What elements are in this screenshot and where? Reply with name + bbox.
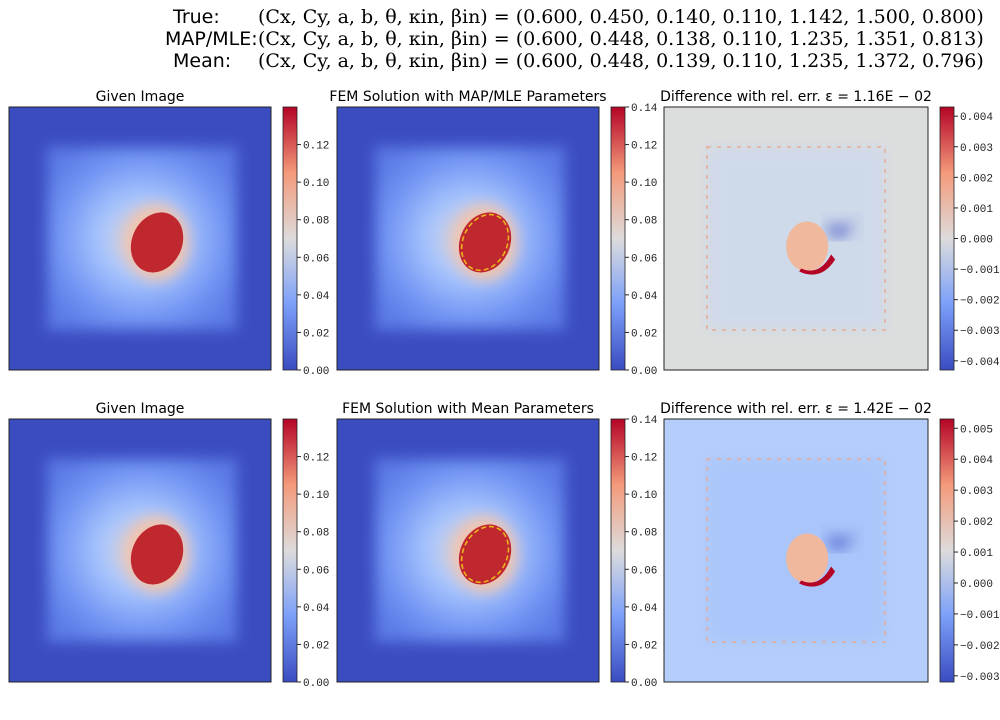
colorbar-gradient bbox=[282, 106, 298, 371]
colorbar-6: −0.003 −0.002 −0.001 0.000 0.001 0.002 0.003 0.… bbox=[939, 418, 1000, 684]
colorbar-tick-label: 0.02 bbox=[303, 328, 329, 340]
colorbar-tick-label: 0.10 bbox=[631, 178, 657, 190]
colorbar-gradient bbox=[610, 106, 626, 371]
heatmap-inclusion bbox=[130, 212, 184, 273]
colorbar-tick-label: 0.10 bbox=[303, 178, 329, 190]
colorbar-tick-label: 0.08 bbox=[303, 216, 329, 228]
colorbar-2: 0.00 0.02 0.04 0.06 0.08 0.10 0.12 0.14 bbox=[610, 103, 658, 378]
colorbar-tick-label: −0.003 bbox=[960, 672, 1000, 684]
colorbar-4: 0.00 0.02 0.04 0.06 0.08 0.10 0.12 bbox=[282, 418, 330, 690]
colorbar-1: 0.00 0.02 0.04 0.06 0.08 0.10 0.12 bbox=[282, 106, 330, 378]
colorbar-tick-label: 0.14 bbox=[631, 415, 658, 427]
colorbar-tick-label: 0.02 bbox=[631, 328, 657, 340]
heatmap-panel-2: FEM Solution with MAP/MLE Parameters0.00… bbox=[329, 89, 657, 378]
heatmap-frame bbox=[663, 418, 929, 683]
colorbar-tick-label: 0.00 bbox=[303, 366, 329, 378]
colorbar-tick-label: 0.001 bbox=[960, 204, 993, 216]
colorbar-tick-label: 0.06 bbox=[303, 253, 329, 265]
colorbar-3: −0.004 −0.003 −0.002 −0.001 0.000 0.001 0.002 0… bbox=[939, 106, 1000, 371]
colorbar-tick-label: 0.00 bbox=[631, 678, 657, 690]
colorbar-tick-label: 0.06 bbox=[631, 565, 657, 577]
colorbar-tick-label: 0.00 bbox=[303, 678, 329, 690]
estimated-ellipse-outline bbox=[460, 213, 510, 272]
colorbar-tick-label: 0.005 bbox=[960, 424, 993, 436]
colorbar-tick-label: 0.08 bbox=[631, 216, 657, 228]
difference-peak-arc bbox=[799, 254, 836, 275]
header-equation-mean: (Cx, Cy, a, b, θ, κin, βin) = (0.600, 0.… bbox=[258, 50, 984, 72]
colorbar-gradient bbox=[939, 418, 955, 683]
colorbar-tick-label: 0.002 bbox=[960, 173, 993, 185]
colorbar-gradient bbox=[282, 418, 298, 683]
colorbar-tick-label: 0.04 bbox=[303, 603, 330, 615]
panel-title-3: Difference with rel. err. ε = 1.16E − 02 bbox=[660, 89, 932, 105]
heatmap-frame bbox=[8, 418, 272, 683]
panel-title-5: FEM Solution with Mean Parameters bbox=[342, 401, 594, 417]
colorbar-tick-label: 0.04 bbox=[303, 291, 330, 303]
header-equation-true: (Cx, Cy, a, b, θ, κin, βin) = (0.600, 0.… bbox=[258, 6, 984, 28]
colorbar-tick-label: −0.002 bbox=[960, 296, 1000, 308]
heatmap-inclusion bbox=[458, 524, 512, 585]
colorbar-tick-label: −0.001 bbox=[960, 265, 1000, 277]
colorbar-tick-label: 0.002 bbox=[960, 517, 993, 529]
colorbar-tick-label: 0.12 bbox=[303, 453, 329, 465]
colorbar-tick-label: 0.12 bbox=[303, 141, 329, 153]
heatmap-frame bbox=[8, 106, 272, 371]
colorbar-tick-label: 0.000 bbox=[960, 579, 993, 591]
colorbar-tick-label: 0.02 bbox=[631, 640, 657, 652]
heatmap-inclusion bbox=[458, 212, 512, 273]
panel-title-1: Given Image bbox=[96, 89, 185, 105]
heatmap-panel-4: Given Image 0.00 0.02 0.04 0.06 0.08 0.10 0.12 bbox=[8, 401, 330, 690]
header-label-mean: Mean: bbox=[173, 50, 232, 72]
colorbar-tick-label: 0.04 bbox=[631, 603, 658, 615]
difference-boundary-artifacts bbox=[706, 146, 886, 331]
header-equation-map-mle: (Cx, Cy, a, b, θ, κin, βin) = (0.600, 0.… bbox=[258, 28, 984, 50]
heatmap-panel-3: Difference with rel. err. ε = 1.16E − 02… bbox=[660, 89, 1000, 371]
header-label-map-mle: MAP/MLE: bbox=[165, 28, 258, 50]
header-label-true: True: bbox=[173, 6, 220, 28]
heatmap-frame bbox=[336, 106, 600, 371]
colorbar-tick-label: 0.10 bbox=[303, 490, 329, 502]
colorbar-tick-label: 0.003 bbox=[960, 486, 993, 498]
colorbar-tick-label: 0.001 bbox=[960, 548, 993, 560]
difference-negative-lobe bbox=[827, 216, 858, 238]
colorbar-tick-label: −0.004 bbox=[960, 357, 1000, 369]
difference-boundary-artifacts bbox=[706, 458, 886, 643]
heatmap-panel-6: Difference with rel. err. ε = 1.42E − 02… bbox=[660, 401, 1000, 684]
difference-negative-lobe bbox=[827, 528, 858, 550]
colorbar-gradient bbox=[610, 418, 626, 683]
heatmap-inclusion bbox=[130, 524, 184, 585]
panel-title-4: Given Image bbox=[96, 401, 185, 417]
difference-positive-region bbox=[786, 221, 829, 272]
difference-peak-arc bbox=[799, 566, 836, 587]
panel-title-6: Difference with rel. err. ε = 1.42E − 02 bbox=[660, 401, 932, 417]
colorbar-tick-label: 0.004 bbox=[960, 455, 993, 467]
colorbar-tick-label: −0.002 bbox=[960, 641, 1000, 653]
colorbar-tick-label: 0.06 bbox=[631, 253, 657, 265]
colorbar-tick-label: 0.12 bbox=[631, 141, 657, 153]
colorbar-tick-label: 0.003 bbox=[960, 143, 993, 155]
heatmap-frame bbox=[663, 106, 929, 371]
colorbar-tick-label: 0.004 bbox=[960, 112, 993, 124]
colorbar-tick-label: 0.08 bbox=[303, 528, 329, 540]
heatmap-frame bbox=[336, 418, 600, 683]
estimated-ellipse-outline bbox=[460, 525, 510, 584]
heatmap-panel-1: Given Image 0.00 0.02 0.04 0.06 0.08 0.10 0.12 bbox=[8, 89, 330, 378]
colorbar-tick-label: 0.08 bbox=[631, 528, 657, 540]
difference-positive-region bbox=[786, 533, 829, 584]
colorbar-tick-label: 0.10 bbox=[631, 490, 657, 502]
heatmap-panel-5: FEM Solution with Mean Parameters0.000.0… bbox=[336, 401, 658, 690]
colorbar-tick-label: 0.04 bbox=[631, 291, 658, 303]
colorbar-5: 0.00 0.02 0.04 0.06 0.08 0.10 0.12 0.14 bbox=[610, 415, 658, 690]
colorbar-tick-label: 0.02 bbox=[303, 640, 329, 652]
colorbar-tick-label: 0.06 bbox=[303, 565, 329, 577]
colorbar-gradient bbox=[939, 106, 955, 371]
colorbar-tick-label: −0.003 bbox=[960, 326, 1000, 338]
colorbar-tick-label: 0.00 bbox=[631, 366, 657, 378]
colorbar-tick-label: 0.000 bbox=[960, 235, 993, 247]
colorbar-tick-label: 0.14 bbox=[631, 103, 658, 115]
colorbar-tick-label: −0.001 bbox=[960, 610, 1000, 622]
colorbar-tick-label: 0.12 bbox=[631, 453, 657, 465]
panel-title-2: FEM Solution with MAP/MLE Parameters bbox=[329, 89, 606, 105]
